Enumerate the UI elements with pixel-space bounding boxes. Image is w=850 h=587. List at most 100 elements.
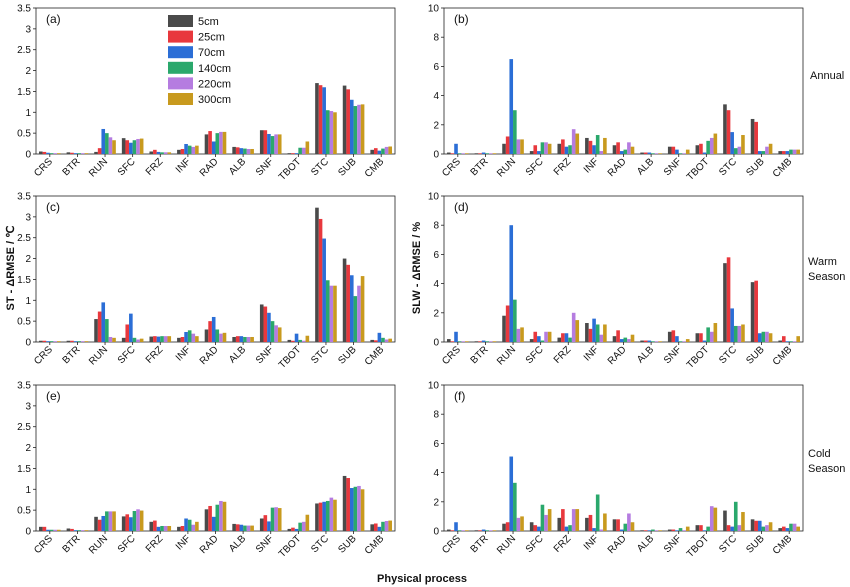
x-tick-label: INF bbox=[582, 533, 601, 552]
bar-rad-140cm bbox=[215, 133, 220, 154]
bar-crs-220cm bbox=[461, 153, 466, 154]
bar-inf-220cm bbox=[191, 524, 196, 531]
bar-rad-140cm bbox=[215, 329, 220, 342]
bar-sfc-300cm bbox=[139, 510, 144, 531]
bar-snf-220cm bbox=[682, 153, 686, 154]
bar-cmb-300cm bbox=[388, 338, 392, 342]
bar-sfc-300cm bbox=[139, 138, 144, 154]
x-tick-label: FRZ bbox=[552, 533, 574, 555]
x-tick-label: SFC bbox=[116, 156, 138, 178]
bar-crs-25cm bbox=[42, 340, 47, 342]
bar-cmb-300cm bbox=[388, 520, 392, 531]
x-tick-label: SUB bbox=[744, 533, 767, 556]
bar-btr-70cm bbox=[73, 530, 78, 531]
season-label-cold: Cold Season bbox=[808, 448, 845, 475]
bar-stc-220cm bbox=[737, 525, 742, 531]
bar-btr-300cm bbox=[492, 530, 497, 531]
bar-run-140cm bbox=[105, 511, 109, 531]
y-tick-label: 0 bbox=[433, 527, 439, 538]
bar-inf-5cm bbox=[585, 137, 589, 154]
bar-inf-140cm bbox=[595, 494, 600, 531]
bar-frz-220cm bbox=[163, 336, 168, 342]
x-tick-label: FRZ bbox=[552, 156, 574, 178]
bar-sub-5cm bbox=[750, 282, 755, 342]
bar-inf-5cm bbox=[585, 517, 589, 531]
bar-cmb-70cm bbox=[377, 150, 382, 154]
bar-stc-140cm bbox=[733, 501, 738, 531]
x-tick-label: CRS bbox=[440, 344, 463, 367]
x-tick-label: STC bbox=[309, 344, 331, 366]
bar-frz-25cm bbox=[153, 149, 157, 154]
bar-crs-300cm bbox=[57, 153, 61, 154]
legend-swatch-140cm bbox=[168, 61, 193, 74]
x-tick-label: CMB bbox=[363, 156, 387, 180]
bar-run-300cm bbox=[112, 140, 116, 154]
y-tick-label: 0.5 bbox=[17, 506, 31, 517]
bar-alb-25cm bbox=[643, 340, 648, 342]
bar-cmb-140cm bbox=[381, 337, 385, 342]
bar-btr-220cm bbox=[81, 153, 85, 154]
bar-alb-5cm bbox=[232, 146, 236, 154]
bar-snf-5cm bbox=[667, 529, 672, 531]
y-tick-label: 8 bbox=[433, 410, 439, 421]
bar-rad-220cm bbox=[627, 142, 631, 154]
x-tick-label: CRS bbox=[32, 344, 55, 367]
bar-frz-300cm bbox=[575, 133, 580, 154]
y-tick-label: 0 bbox=[433, 150, 439, 161]
bar-snf-25cm bbox=[263, 130, 268, 154]
bar-btr-5cm bbox=[66, 528, 71, 531]
bar-btr-5cm bbox=[66, 340, 71, 342]
x-tick-label: SUB bbox=[336, 344, 359, 367]
bar-crs-220cm bbox=[53, 153, 58, 154]
bar-cmb-70cm bbox=[785, 151, 790, 154]
bar-stc-70cm bbox=[730, 526, 734, 531]
bar-crs-220cm bbox=[461, 530, 466, 531]
bar-crs-5cm bbox=[39, 526, 43, 531]
bar-snf-70cm bbox=[675, 530, 679, 531]
bar-tbot-70cm bbox=[702, 340, 707, 342]
bar-frz-70cm bbox=[156, 336, 161, 342]
bar-run-140cm bbox=[105, 319, 109, 342]
bar-tbot-5cm bbox=[695, 333, 700, 342]
y-tick-label: 1 bbox=[25, 485, 31, 496]
bar-tbot-300cm bbox=[713, 507, 718, 531]
bar-inf-140cm bbox=[595, 135, 600, 154]
x-tick-label: RUN bbox=[87, 344, 110, 367]
season-label-warm: Warm Season bbox=[808, 256, 845, 283]
bar-alb-140cm bbox=[651, 529, 655, 531]
y-tick-label: 10 bbox=[428, 192, 440, 203]
panel-d: 0 2 4 6 8 10 CRS BTR RUN SFC FRZ INF RAD ALB SNF TBOT ST… bbox=[428, 192, 804, 371]
bar-run-140cm bbox=[513, 110, 517, 154]
bar-frz-5cm bbox=[557, 517, 562, 531]
bar-cmb-70cm bbox=[377, 526, 382, 531]
bar-run-25cm bbox=[97, 148, 102, 154]
bar-rad-25cm bbox=[616, 330, 620, 342]
bar-alb-220cm bbox=[246, 525, 251, 531]
bar-sfc-300cm bbox=[547, 331, 552, 342]
bar-cmb-220cm bbox=[384, 520, 389, 531]
bar-stc-5cm bbox=[315, 83, 319, 154]
y-tick-label: 6 bbox=[433, 62, 439, 73]
bar-crs-70cm bbox=[454, 522, 458, 531]
y-axis-title-left: ST - ΔRMSE / ℃ bbox=[5, 225, 17, 310]
bar-crs-70cm bbox=[454, 143, 458, 154]
bar-snf-300cm bbox=[685, 526, 690, 531]
bar-rad-70cm bbox=[619, 151, 624, 154]
bar-crs-25cm bbox=[42, 151, 47, 154]
y-tick-label: 0.5 bbox=[17, 317, 31, 328]
x-tick-label: TBOT bbox=[685, 533, 712, 560]
bar-sfc-140cm bbox=[132, 140, 137, 154]
x-tick-label: SNF bbox=[662, 533, 684, 555]
bar-alb-300cm bbox=[250, 148, 254, 154]
bar-alb-5cm bbox=[640, 340, 644, 342]
bar-btr-140cm bbox=[77, 153, 82, 154]
panel-label: (c) bbox=[46, 200, 60, 214]
bar-sub-300cm bbox=[360, 104, 365, 154]
x-tick-label: SFC bbox=[116, 344, 138, 366]
bar-inf-300cm bbox=[603, 324, 607, 342]
bar-rad-300cm bbox=[222, 332, 227, 342]
bar-inf-70cm bbox=[184, 518, 188, 531]
bar-snf-70cm bbox=[675, 336, 679, 342]
bar-sfc-300cm bbox=[547, 143, 552, 154]
bar-alb-25cm bbox=[235, 336, 240, 342]
